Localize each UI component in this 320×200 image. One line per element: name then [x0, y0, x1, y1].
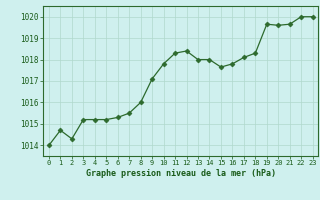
X-axis label: Graphe pression niveau de la mer (hPa): Graphe pression niveau de la mer (hPa) [86, 169, 276, 178]
